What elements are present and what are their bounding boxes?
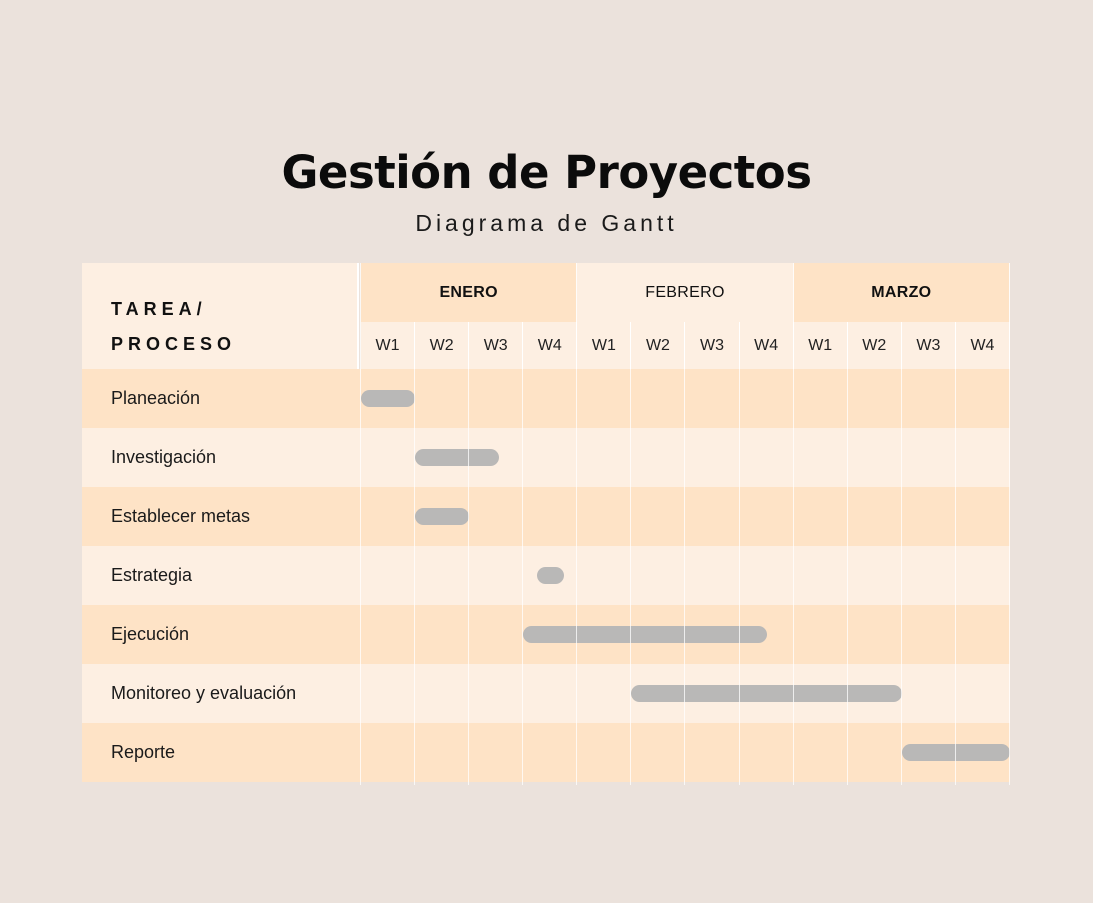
grid-line xyxy=(468,369,470,785)
task-bar xyxy=(901,744,1010,761)
month-header: FEBRERO xyxy=(577,263,794,322)
task-label: Establecer metas xyxy=(111,506,251,526)
task-bar xyxy=(361,390,416,407)
task-row: Monitoreo y evaluación xyxy=(82,664,1010,723)
week-header: W2 xyxy=(847,322,902,369)
week-header: W3 xyxy=(901,322,956,369)
page-title: Gestión de Proyectos xyxy=(281,146,812,199)
task-label: Estrategia xyxy=(111,565,193,585)
task-bar xyxy=(415,508,470,525)
task-label: Planeación xyxy=(111,388,201,408)
week-header: W1 xyxy=(577,322,632,369)
grid-line xyxy=(792,263,794,785)
task-row: Investigación xyxy=(82,428,1010,487)
week-header: W3 xyxy=(469,322,524,369)
week-header: W1 xyxy=(793,322,848,369)
task-label: Ejecución xyxy=(111,624,190,644)
grid-line xyxy=(684,369,686,785)
task-label: Monitoreo y evaluación xyxy=(111,683,297,703)
grid-line xyxy=(522,369,524,785)
month-header: ENERO xyxy=(361,263,578,322)
task-header-line2: PROCESO xyxy=(111,334,237,354)
grid-line xyxy=(954,369,956,785)
week-header: W1 xyxy=(361,322,416,369)
week-header: W4 xyxy=(523,322,578,369)
page-subtitle: Diagrama de Gantt xyxy=(415,210,678,236)
task-bar xyxy=(536,567,564,584)
grid-line xyxy=(414,369,416,785)
grid-line xyxy=(630,369,632,785)
task-row: Establecer metas xyxy=(82,487,1010,546)
task-bar xyxy=(523,626,767,643)
week-header: W3 xyxy=(685,322,740,369)
grid-line xyxy=(900,369,902,785)
task-label: Reporte xyxy=(111,742,176,762)
grid-line xyxy=(1008,263,1010,785)
week-header: W2 xyxy=(631,322,686,369)
week-header: W4 xyxy=(955,322,1010,369)
task-bar xyxy=(631,685,902,702)
task-row: Planeación xyxy=(82,369,1010,428)
week-header: W4 xyxy=(739,322,794,369)
grid-line xyxy=(576,263,578,785)
month-header: MARZO xyxy=(793,263,1010,322)
task-row: Ejecución xyxy=(82,605,1010,664)
grid-line xyxy=(360,263,361,785)
task-row: Estrategia xyxy=(82,546,1010,605)
task-row: Reporte xyxy=(82,723,1010,782)
task-label: Investigación xyxy=(111,447,217,467)
grid-line xyxy=(738,369,740,785)
task-column-header: TAREA/ PROCESO xyxy=(82,263,359,369)
task-bar xyxy=(415,449,499,466)
task-header-line1: TAREA/ xyxy=(111,299,207,319)
week-header: W2 xyxy=(415,322,470,369)
gantt-chart: TAREA/ PROCESO ENERO FEBRERO MARZO W1 W2 W3 W4… xyxy=(82,263,1010,785)
grid-line xyxy=(846,369,848,785)
